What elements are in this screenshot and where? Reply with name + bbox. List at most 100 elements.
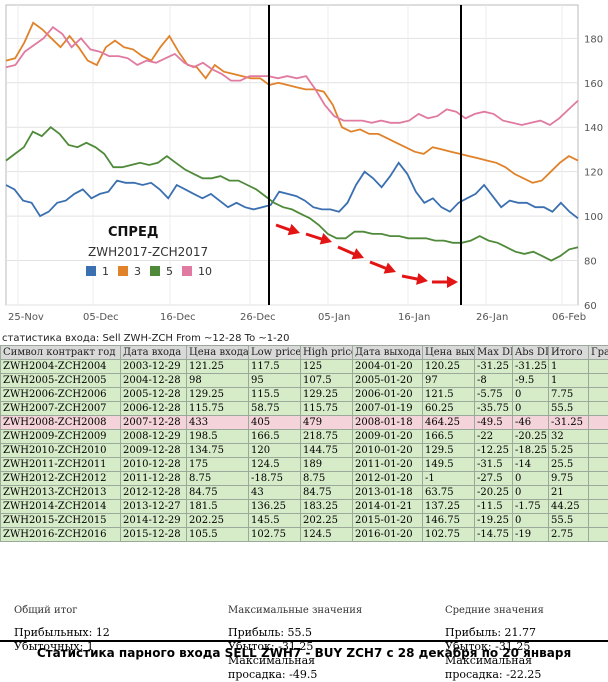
table-cell: 124.5 <box>301 528 353 542</box>
table-cell: 60.25 <box>423 402 475 416</box>
table-cell: 146.75 <box>423 514 475 528</box>
x-tick-label: 16-Jan <box>398 312 430 323</box>
column-header: Символ контракт год <box>1 346 121 360</box>
table-cell: 97 <box>423 374 475 388</box>
table-cell: 84.75 <box>187 486 249 500</box>
footer-caption: Статистика парного входа SELL ZWH7 - BUY… <box>0 646 608 660</box>
chart-link-cell[interactable] <box>589 388 608 402</box>
table-cell: 2005-12-28 <box>121 388 187 402</box>
table-cell: -19.25 <box>475 514 513 528</box>
table-cell: -8 <box>475 374 513 388</box>
column-header: Max DD <box>475 346 513 360</box>
table-cell: -9.5 <box>513 374 549 388</box>
table-cell: -46 <box>513 416 549 430</box>
table-cell: 134.75 <box>187 444 249 458</box>
x-tick-label: 05-Dec <box>83 312 119 323</box>
table-cell: 124.5 <box>249 458 301 472</box>
table-cell: 8.75 <box>187 472 249 486</box>
chart-link-cell[interactable] <box>589 514 608 528</box>
legend-label-1: 1 <box>102 265 109 278</box>
table-cell: 2015-01-20 <box>353 514 423 528</box>
table-cell: 202.25 <box>187 514 249 528</box>
table-cell: 121.25 <box>187 360 249 374</box>
table-cell: -18.75 <box>249 472 301 486</box>
x-tick-label: 06-Feb <box>552 312 586 323</box>
table-cell: -20.25 <box>475 486 513 500</box>
table-cell: 120.25 <box>423 360 475 374</box>
column-header: Дата выхода <box>353 346 423 360</box>
table-cell: 2005-01-20 <box>353 374 423 388</box>
table-cell: 149.5 <box>423 458 475 472</box>
summary-max-header: Максимальные значения <box>228 604 362 618</box>
table-cell: 2014-01-21 <box>353 500 423 514</box>
table-cell: 1 <box>549 360 589 374</box>
table-cell: 198.5 <box>187 430 249 444</box>
table-cell: 2008-01-18 <box>353 416 423 430</box>
chart-link-cell[interactable] <box>589 486 608 500</box>
chart-link-cell[interactable] <box>589 472 608 486</box>
chart-link-cell[interactable] <box>589 360 608 374</box>
table-cell: ZWH2006-ZCH2006 <box>1 388 121 402</box>
table-cell: 137.25 <box>423 500 475 514</box>
table-cell: 105.5 <box>187 528 249 542</box>
table-cell: 1 <box>549 374 589 388</box>
table-cell: 55.5 <box>549 402 589 416</box>
table-cell: 2007-01-19 <box>353 402 423 416</box>
table-cell: 55.5 <box>549 514 589 528</box>
legend-swatch-10 <box>182 266 192 276</box>
y-tick-label: 180 <box>584 34 603 45</box>
table-cell: -35.75 <box>475 402 513 416</box>
column-header: High price <box>301 346 353 360</box>
chart-link-cell[interactable] <box>589 458 608 472</box>
table-cell: 8.75 <box>301 472 353 486</box>
y-tick-label: 80 <box>584 257 597 268</box>
table-cell: 2006-01-20 <box>353 388 423 402</box>
legend-label-3: 3 <box>134 265 141 278</box>
table-cell: 2012-12-28 <box>121 486 187 500</box>
chart-link-cell[interactable] <box>589 528 608 542</box>
table-cell: 43 <box>249 486 301 500</box>
table-cell: 0 <box>513 514 549 528</box>
table-cell: -12.25 <box>475 444 513 458</box>
table-cell: 2010-01-20 <box>353 444 423 458</box>
column-header: Цена вых <box>423 346 475 360</box>
table-cell: ZWH2007-ZCH2007 <box>1 402 121 416</box>
table-cell: 125 <box>301 360 353 374</box>
table-cell: -19 <box>513 528 549 542</box>
table-cell: ZWH2014-ZCH2014 <box>1 500 121 514</box>
table-cell: 2004-12-28 <box>121 374 187 388</box>
chart-link-cell[interactable] <box>589 374 608 388</box>
chart-link-cell[interactable] <box>589 430 608 444</box>
y-tick-label: 60 <box>584 301 597 312</box>
table-cell: 433 <box>187 416 249 430</box>
table-cell: 2013-12-27 <box>121 500 187 514</box>
table-cell: 144.75 <box>301 444 353 458</box>
table-cell: 9.75 <box>549 472 589 486</box>
table-cell: 464.25 <box>423 416 475 430</box>
x-tick-label: 05-Jan <box>318 312 350 323</box>
chart-link-cell[interactable] <box>589 444 608 458</box>
table-cell: 107.5 <box>301 374 353 388</box>
chart-link-cell[interactable] <box>589 500 608 514</box>
y-tick-label: 160 <box>584 79 603 90</box>
table-cell: ZWH2016-ZCH2016 <box>1 528 121 542</box>
table-cell: -20.25 <box>513 430 549 444</box>
column-header: Abs DD <box>513 346 549 360</box>
table-cell: ZWH2013-ZCH2013 <box>1 486 121 500</box>
table-cell: 21 <box>549 486 589 500</box>
table-cell: ZWH2005-ZCH2005 <box>1 374 121 388</box>
chart-link-cell[interactable] <box>589 416 608 430</box>
table-cell: -22 <box>475 430 513 444</box>
table-cell: -5.75 <box>475 388 513 402</box>
chart-link-cell[interactable] <box>589 402 608 416</box>
table-cell: 129.25 <box>187 388 249 402</box>
x-tick-label: 26-Dec <box>240 312 276 323</box>
table-cell: -27.5 <box>475 472 513 486</box>
